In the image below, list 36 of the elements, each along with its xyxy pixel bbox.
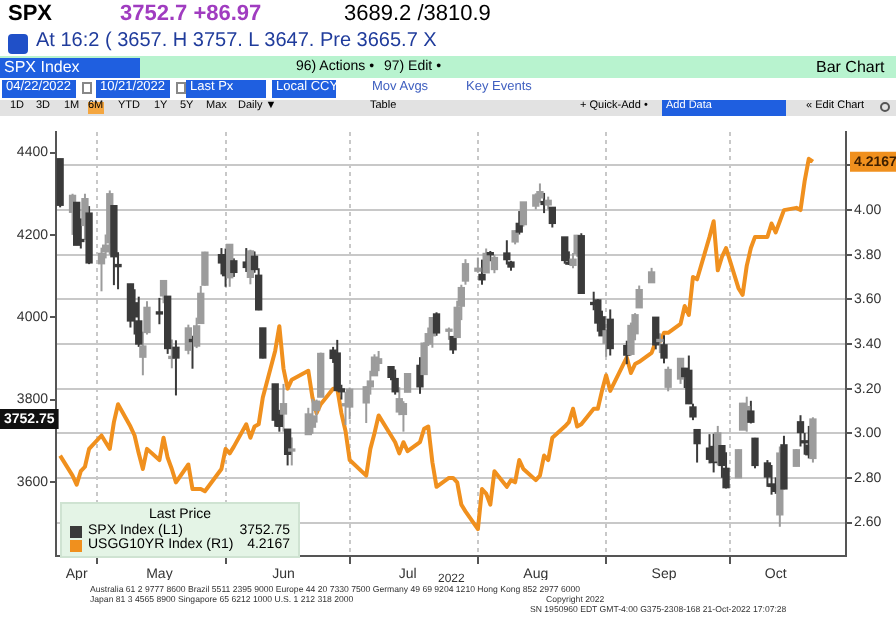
text: Bar Chart (816, 58, 885, 76)
candlestick (346, 386, 354, 421)
candlestick (391, 368, 399, 396)
candlestick (230, 257, 238, 278)
candlestick (656, 332, 664, 355)
candlestick (796, 414, 805, 448)
candlestick (763, 459, 772, 488)
text: SPX Index (0, 58, 140, 78)
candlestick (73, 201, 81, 246)
candlestick (722, 451, 730, 490)
candlestick (159, 279, 168, 305)
candlestick (503, 239, 511, 266)
candlestick (734, 448, 743, 479)
candlestick (374, 350, 383, 373)
candlestick (432, 311, 441, 337)
text: At 16:2 ( 3657. H 3757. L 3647. Pre 3665.7 X (36, 30, 437, 52)
candlestick (403, 372, 412, 393)
candlestick (56, 157, 64, 209)
candlestick (606, 308, 614, 357)
candlestick (184, 323, 193, 356)
candlestick (548, 206, 556, 229)
text: 3752.7 +86.97 (120, 2, 262, 26)
candlestick (635, 284, 643, 309)
candlestick (259, 326, 267, 360)
candlestick (780, 434, 788, 491)
candlestick (288, 436, 296, 467)
candlestick (536, 182, 544, 204)
candlestick (693, 428, 701, 464)
text: 3689.2 /3810.9 (344, 2, 491, 26)
candlestick (751, 436, 759, 470)
candlestick (809, 416, 817, 464)
candlestick (490, 253, 499, 275)
text: SPX (8, 2, 53, 26)
candlestick (201, 250, 209, 287)
candlestick (664, 365, 672, 393)
candlestick (519, 200, 528, 228)
